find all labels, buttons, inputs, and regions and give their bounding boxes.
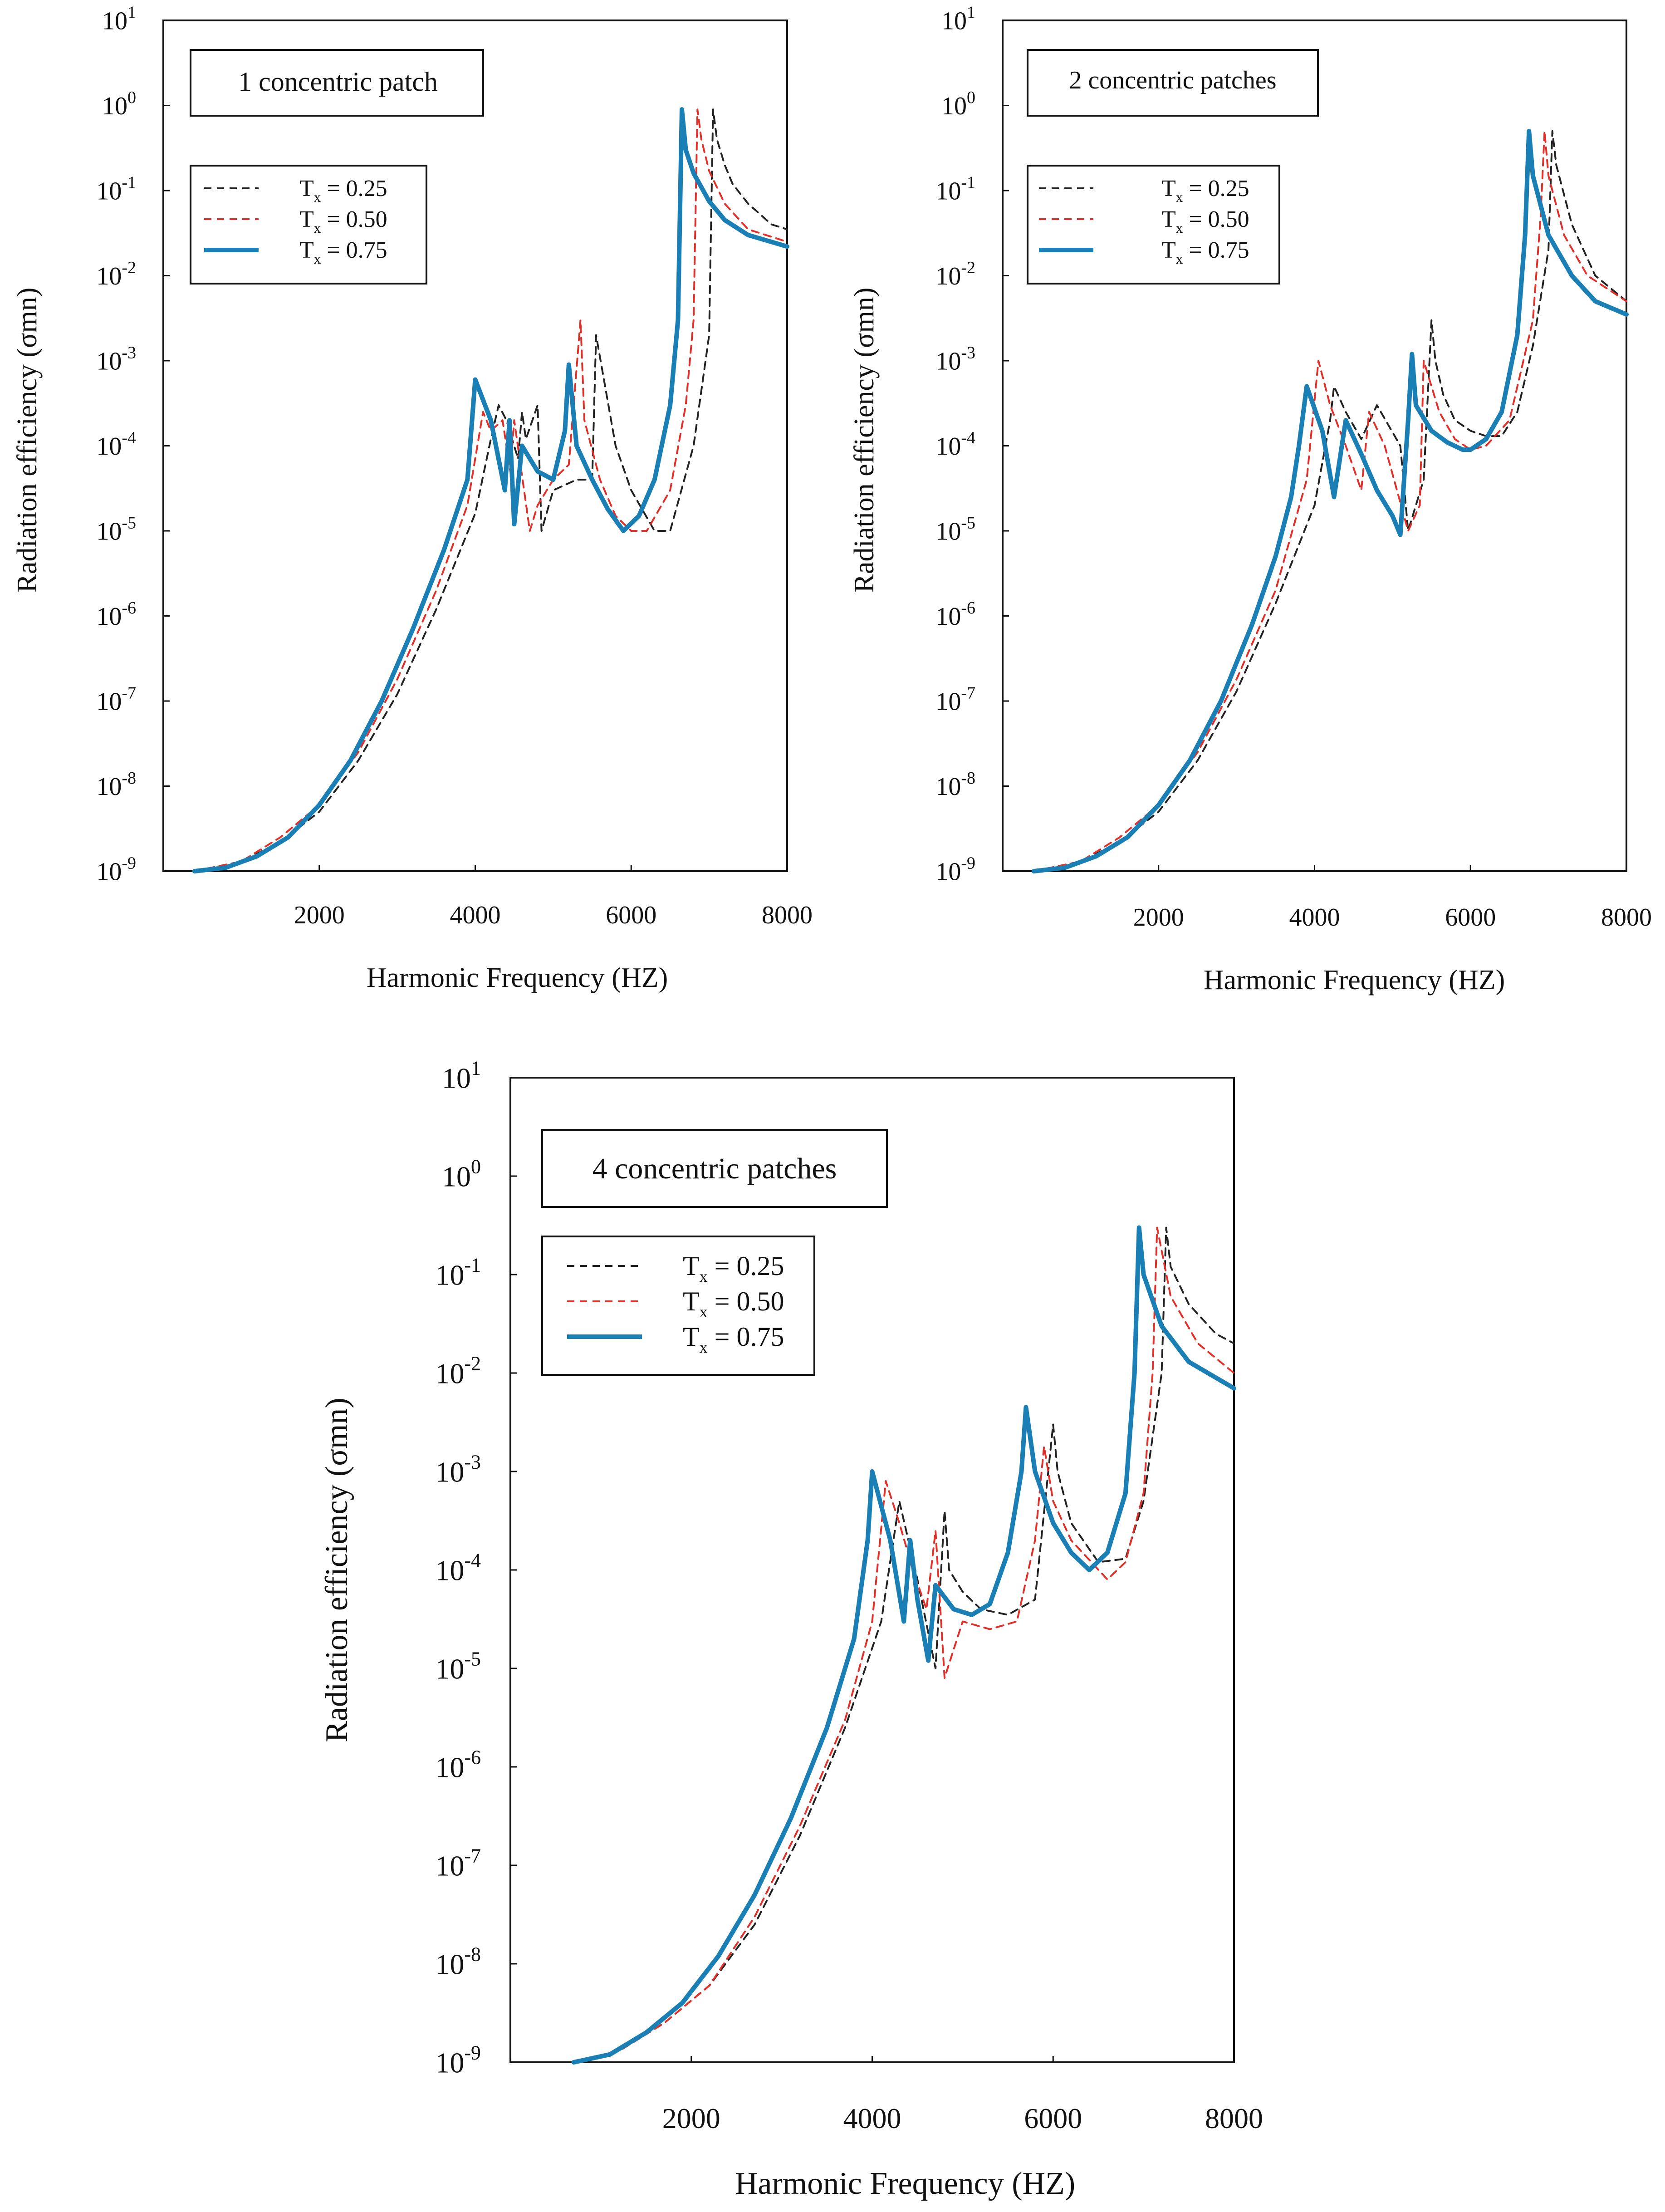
panel-2-legend-box: [1027, 165, 1280, 284]
panel-1-one-patch: 10-9 10-8 10-7 10-6 10-5 10-4 10-3 10-2 10-1 100 1…: [12, 3, 813, 993]
y-tick-label: 10-7: [96, 683, 136, 716]
y-tick-label: 10-8: [435, 1943, 481, 1981]
y-tick-label: 10-5: [435, 1648, 481, 1685]
panel-2-title-box: [1027, 49, 1319, 117]
x-tick-label: 4000: [843, 2102, 901, 2134]
y-tick-label: 100: [442, 1156, 481, 1193]
panel-1-y-axis-title: Radiation efficiency (σmn): [12, 288, 43, 593]
series-line-tx-025: [1033, 130, 1627, 872]
y-tick-label: 101: [442, 1057, 481, 1094]
panel-2-x-axis-title: Harmonic Frequency (HZ): [1204, 965, 1505, 996]
y-tick-label: 10-6: [935, 598, 975, 631]
y-tick-label: 10-3: [435, 1451, 481, 1488]
x-tick-label: 6000: [1445, 903, 1496, 932]
x-tick-label: 4000: [1289, 903, 1340, 932]
y-tick-label: 10-9: [96, 853, 136, 886]
series-line-tx-050: [573, 1226, 1235, 2063]
panel-1-legend-box: [190, 165, 427, 284]
panel-1-x-ticks: 2000 4000 6000 8000: [294, 865, 813, 929]
legend-label: Tx = 0.50: [1161, 206, 1249, 236]
panel-3-x-axis-title: Harmonic Frequency (HZ): [735, 2166, 1075, 2201]
y-tick-label: 10-9: [435, 2042, 481, 2079]
panel-2-title: 2 concentric patches: [1069, 66, 1276, 94]
panel-3-four-patches: 10-9 10-8 10-7 10-6 10-5 10-4 10-3 10-2 10-1 100 1…: [319, 1057, 1263, 2201]
y-tick-label: 10-2: [96, 258, 136, 290]
y-tick-label: 101: [102, 3, 136, 35]
y-tick-label: 10-4: [96, 428, 136, 461]
legend-label: Tx = 0.75: [299, 237, 387, 267]
x-tick-label: 2000: [1133, 903, 1184, 932]
panel-2-two-patches: 10-9 10-8 10-7 10-6 10-5 10-4 10-3 10-2 10-1 100 1…: [849, 3, 1652, 996]
series-line-tx-075: [192, 107, 789, 873]
panel-1-title-box: [190, 49, 484, 117]
y-tick-label: 10-2: [935, 258, 975, 290]
y-tick-label: 10-9: [935, 853, 975, 886]
y-tick-label: 10-6: [435, 1746, 481, 1784]
panel-3-title-box: [541, 1129, 888, 1208]
series-line-tx-050: [193, 108, 788, 872]
x-tick-label: 6000: [606, 901, 656, 929]
y-tick-label: 10-4: [935, 428, 975, 461]
y-tick-label: 101: [941, 3, 975, 35]
x-tick-label: 8000: [1601, 903, 1652, 932]
y-tick-label: 10-7: [435, 1845, 481, 1882]
panel-3-title: 4 concentric patches: [593, 1152, 837, 1185]
panel-3-series: [571, 1225, 1236, 2065]
legend-label: Tx = 0.50: [683, 1286, 784, 1321]
x-tick-label: 8000: [1205, 2102, 1263, 2134]
y-tick-label: 10-5: [935, 513, 975, 545]
panel-2-y-ticks: 10-9 10-8 10-7 10-6 10-5 10-4 10-3 10-2 10-1 100 1…: [935, 3, 1009, 886]
y-tick-label: 10-1: [435, 1254, 481, 1291]
y-tick-label: 10-3: [935, 343, 975, 375]
y-tick-label: 10-6: [96, 598, 136, 631]
series-line-tx-050: [1033, 130, 1627, 872]
panel-2-series: [1031, 128, 1629, 873]
panel-1-x-axis-title: Harmonic Frequency (HZ): [367, 962, 668, 993]
legend-label: Tx = 0.75: [1161, 237, 1249, 267]
y-tick-label: 10-8: [96, 769, 136, 801]
legend-label: Tx = 0.25: [299, 176, 387, 205]
panel-3-x-ticks: 2000 4000 6000 8000: [662, 2056, 1263, 2134]
legend-label: Tx = 0.50: [299, 206, 387, 236]
y-tick-label: 10-5: [96, 513, 136, 545]
y-tick-label: 100: [941, 88, 975, 120]
x-tick-label: 8000: [762, 901, 813, 929]
series-line-tx-075: [1031, 128, 1629, 873]
y-tick-label: 10-4: [435, 1550, 481, 1587]
y-tick-label: 100: [102, 88, 136, 120]
panel-3-y-axis-title: Radiation efficiency (σmn): [319, 1398, 354, 1742]
x-tick-label: 2000: [662, 2102, 720, 2134]
panel-1-y-ticks: 10-9 10-8 10-7 10-6 10-5 10-4 10-3 10-2 10-1 100 1…: [96, 3, 170, 886]
x-tick-label: 4000: [450, 901, 501, 929]
panel-2-x-ticks: 2000 4000 6000 8000: [1133, 865, 1652, 932]
legend-label: Tx = 0.25: [683, 1251, 784, 1285]
panel-1-series: [192, 107, 789, 873]
panel-3-legend-box: [541, 1236, 815, 1376]
y-tick-label: 10-7: [935, 683, 975, 716]
series-line-tx-075: [571, 1225, 1236, 2065]
x-tick-label: 6000: [1024, 2102, 1082, 2134]
panel-3-y-ticks: 10-9 10-8 10-7 10-6 10-5 10-4 10-3 10-2 10-1 100 1…: [435, 1057, 517, 2079]
legend-label: Tx = 0.25: [1161, 176, 1249, 205]
legend-label: Tx = 0.75: [683, 1322, 784, 1356]
series-line-tx-025: [573, 1226, 1235, 2063]
y-tick-label: 10-2: [435, 1353, 481, 1390]
y-tick-label: 10-1: [935, 173, 975, 205]
y-tick-label: 10-3: [96, 343, 136, 375]
x-tick-label: 2000: [294, 901, 345, 929]
panel-1-title: 1 concentric patch: [238, 67, 438, 97]
series-line-tx-025: [193, 108, 788, 872]
y-tick-label: 10-1: [96, 173, 136, 205]
y-tick-label: 10-8: [935, 769, 975, 801]
panel-2-y-axis-title: Radiation efficiency (σmn): [849, 288, 880, 593]
